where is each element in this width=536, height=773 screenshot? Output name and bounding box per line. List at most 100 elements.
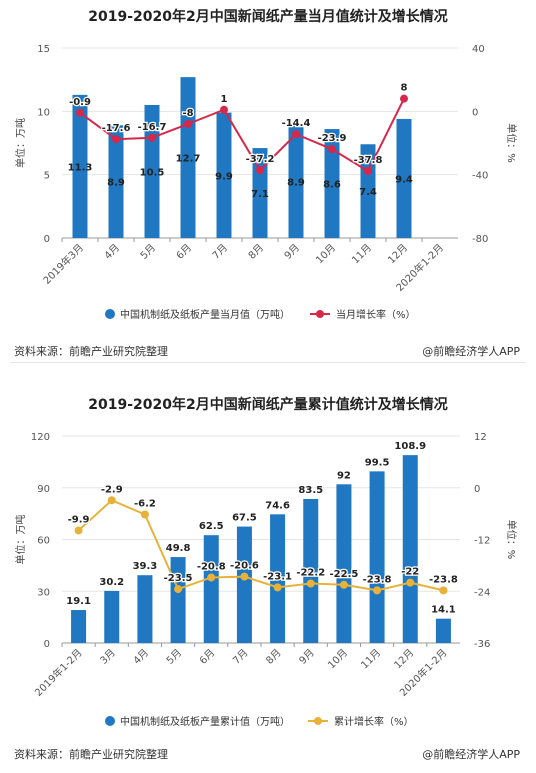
x-tick-label: 10月 [314, 242, 339, 267]
x-tick-label: 7月 [230, 647, 250, 667]
x-tick-label: 5月 [164, 647, 184, 667]
monthly-chart-panel: 2019-2020年2月中国新闻纸产量当月值统计及增长情况 0 5 10 15 -80-… [0, 0, 536, 380]
x-tick-label: 4月 [102, 242, 122, 262]
line-value-label: -2.9 [101, 484, 123, 495]
bar-value-label: 9.4 [395, 174, 413, 185]
x-tick-label: 12月 [392, 647, 417, 672]
x-tick-label: 3月 [98, 647, 118, 667]
y-axis-title: 单位：万吨 [14, 515, 27, 565]
bar [336, 484, 352, 643]
bar [203, 535, 219, 643]
line-value-label: -23.5 [164, 573, 193, 584]
line-value-label: -6.2 [134, 498, 156, 509]
y2-tick-label: 40 [472, 44, 485, 55]
line-value-label: -23.8 [363, 574, 392, 585]
bar [270, 514, 286, 643]
line-value-label: 8 [401, 83, 408, 94]
growth-point [364, 167, 372, 176]
line-value-label: -22.2 [296, 567, 325, 578]
bar-value-label: 10.5 [140, 168, 165, 179]
line-value-label: -8 [182, 108, 193, 119]
credit-note: @前瞻经济学人APP [422, 345, 520, 358]
bar [396, 118, 412, 238]
legend-line-label: 累计增长率（%） [334, 715, 414, 728]
line-value-label: -23.9 [318, 133, 347, 144]
legend-bar-label: 中国机制纸及纸板产量累计值（万吨） [120, 715, 290, 728]
x-tick-label: 8月 [264, 647, 284, 667]
line-value-label: -22.5 [330, 569, 359, 580]
bar-value-label: 9.9 [215, 171, 233, 182]
growth-point [306, 579, 315, 588]
bar-value-label: 14.1 [431, 605, 456, 616]
y-tick-label: 120 [31, 432, 50, 443]
x-tick-label: 11月 [350, 242, 375, 267]
x-tick-label: 9月 [297, 647, 317, 667]
growth-point [220, 105, 228, 114]
y2-tick-label: -36 [474, 639, 490, 650]
line-value-label: -22 [401, 567, 419, 578]
growth-point [439, 586, 448, 595]
y2-tick-label: -12 [474, 536, 490, 547]
legend-line-label: 当月增长率（%） [336, 308, 416, 321]
bar-value-label: 19.1 [66, 596, 91, 607]
x-tick-label: 11月 [359, 647, 384, 672]
bar [104, 590, 120, 643]
cumulative-chart-panel: 2019-2020年2月中国新闻纸产量累计值统计及增长情况 0 30 60 90 120… [0, 388, 536, 773]
y-tick-label: 15 [37, 44, 50, 55]
y2-axis-title: 单位：% [505, 123, 518, 163]
line-value-label: -37.2 [246, 154, 275, 165]
y-axis-title: 单位：万吨 [14, 118, 27, 168]
bar [360, 144, 376, 238]
y2-tick-label: -24 [474, 587, 490, 598]
legend-bar-swatch [105, 309, 115, 319]
bar-value-label: 7.1 [251, 189, 269, 200]
y2-tick-label: -80 [472, 234, 488, 245]
line-value-label: -23.8 [429, 574, 458, 585]
bar-value-label: 30.2 [99, 577, 124, 588]
bar [402, 455, 418, 643]
bar-value-label: 83.5 [298, 485, 323, 496]
bar [137, 575, 153, 643]
line-value-label: -17.6 [102, 123, 131, 134]
y2-tick-label: 12 [474, 432, 487, 443]
chart-title: 2019-2020年2月中国新闻纸产量累计值统计及增长情况 [88, 397, 448, 413]
line-value-label: 1 [221, 94, 228, 105]
bar [216, 112, 232, 238]
x-tick-label: 12月 [386, 242, 411, 267]
y2-tick-label: -40 [472, 171, 488, 182]
line-value-label: -20.6 [230, 561, 259, 572]
legend-line-marker [314, 717, 322, 725]
y-tick-label: 90 [37, 484, 50, 495]
x-tick-label: 5月 [138, 242, 158, 262]
x-tick-label: 10月 [325, 647, 350, 672]
legend-bar-swatch [105, 716, 115, 726]
bar-value-label: 62.5 [199, 521, 224, 532]
monthly-chart-svg: 0 5 10 15 -80 -40 0 40 单位：万吨 单位：% 2019年3月 4月 5月 6月 7月 8… [14, 44, 518, 321]
bar [435, 618, 451, 643]
line-value-label: -0.9 [69, 97, 91, 108]
growth-point [140, 510, 149, 519]
legend-bar-label: 中国机制纸及纸板产量当月值（万吨） [120, 308, 290, 321]
bar-value-label: 8.9 [107, 178, 125, 189]
bar-value-label: 11.3 [68, 162, 93, 173]
bar-value-label: 67.5 [232, 513, 257, 524]
y2-tick-label: 0 [474, 484, 480, 495]
x-tick-label: 9月 [282, 242, 302, 262]
source-note: 资料来源：前瞻产业研究院整理 [14, 345, 168, 358]
growth-point [112, 135, 120, 144]
y-tick-label: 10 [37, 107, 50, 118]
bar-value-label: 99.5 [365, 457, 390, 468]
x-tick-label: 2019年3月 [40, 241, 86, 287]
bar [72, 94, 88, 238]
bar-value-label: 8.9 [287, 178, 305, 189]
divider [10, 362, 526, 363]
bar [180, 77, 196, 238]
line-value-label: -37.8 [354, 155, 383, 166]
bar-value-label: 108.9 [394, 441, 426, 452]
y-tick-label: 5 [44, 171, 50, 182]
x-tick-label: 8月 [246, 242, 266, 262]
growth-point [174, 585, 183, 594]
bar-value-label: 8.6 [323, 180, 341, 191]
credit-note: @前瞻经济学人APP [422, 748, 520, 761]
y-tick-label: 60 [37, 536, 50, 547]
